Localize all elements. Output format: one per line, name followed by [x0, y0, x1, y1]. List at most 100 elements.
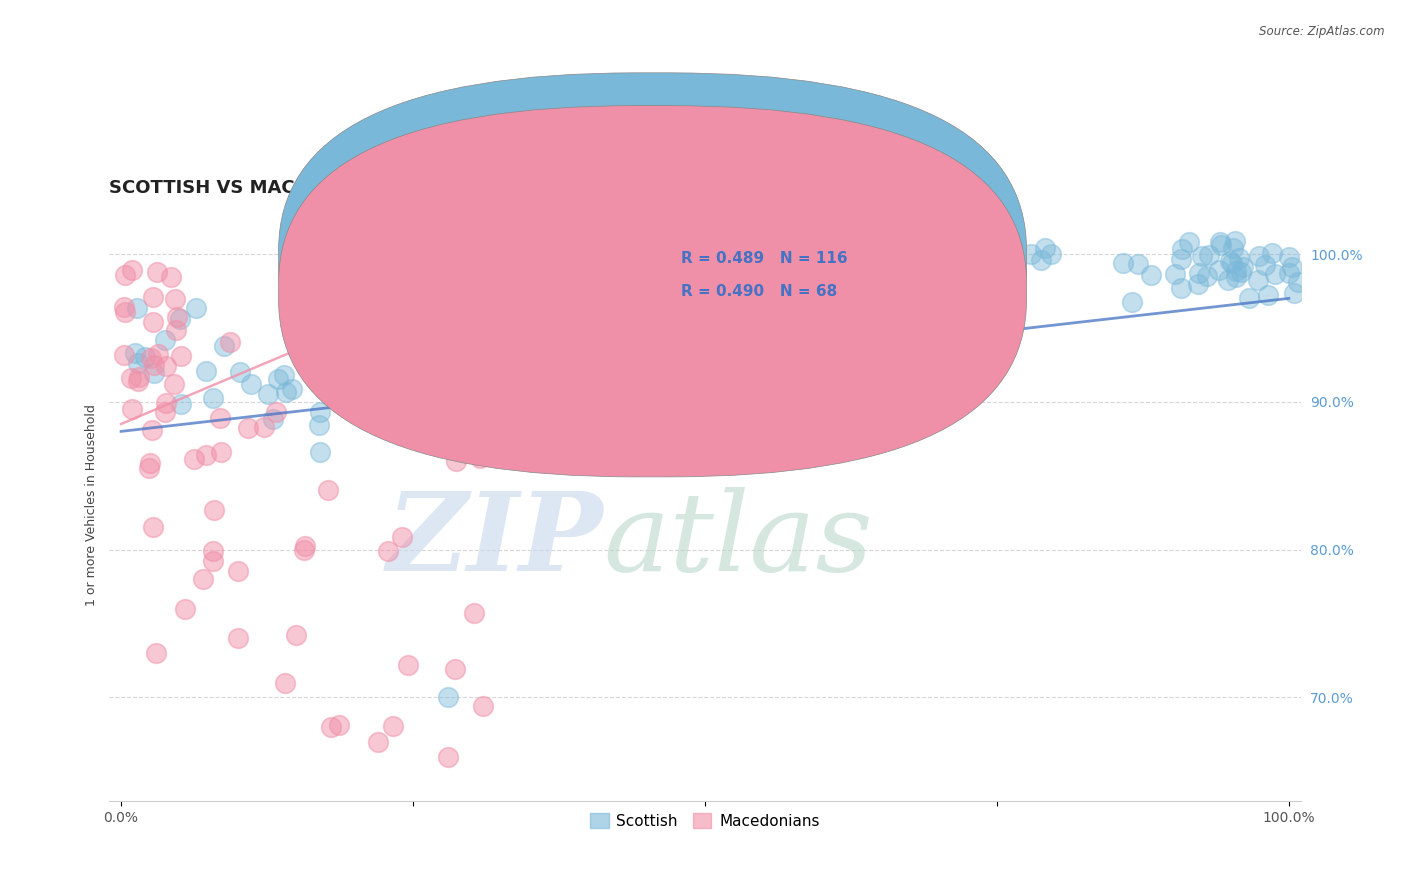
Point — [988, 285, 1011, 300]
Point — [209, 411, 232, 425]
Point — [319, 376, 342, 391]
Point — [942, 236, 965, 251]
Point — [1170, 281, 1192, 295]
Point — [792, 405, 814, 419]
Text: SCOTTISH VS MACEDONIAN 1 OR MORE VEHICLES IN HOUSEHOLD CORRELATION CHART: SCOTTISH VS MACEDONIAN 1 OR MORE VEHICLE… — [110, 179, 994, 197]
Point — [281, 382, 304, 396]
Point — [1218, 273, 1240, 287]
Point — [1188, 266, 1211, 280]
Point — [444, 454, 467, 468]
Point — [1195, 269, 1218, 284]
Point — [1029, 253, 1052, 268]
Point — [855, 405, 877, 419]
Point — [127, 374, 149, 388]
Point — [201, 543, 224, 558]
Point — [1000, 303, 1022, 318]
Point — [212, 339, 235, 353]
Point — [443, 307, 465, 321]
Point — [1225, 264, 1247, 278]
Point — [437, 334, 460, 349]
Point — [328, 718, 350, 732]
Point — [519, 425, 541, 439]
Text: atlas: atlas — [603, 487, 873, 594]
Point — [391, 530, 413, 544]
Point — [990, 249, 1012, 263]
Point — [1112, 256, 1135, 270]
Point — [273, 368, 295, 382]
Point — [377, 544, 399, 558]
Point — [1021, 247, 1043, 261]
Y-axis label: 1 or more Vehicles in Household: 1 or more Vehicles in Household — [86, 404, 98, 607]
Point — [264, 405, 287, 419]
Point — [153, 333, 176, 347]
Point — [170, 397, 193, 411]
Point — [1232, 260, 1254, 275]
Point — [308, 418, 330, 433]
Point — [1282, 285, 1305, 300]
Point — [696, 334, 718, 349]
Point — [238, 420, 260, 434]
Point — [142, 366, 165, 380]
Point — [228, 365, 250, 379]
Point — [183, 451, 205, 466]
Point — [1121, 295, 1143, 310]
Point — [671, 425, 693, 439]
Point — [284, 322, 307, 336]
Point — [1171, 242, 1194, 256]
Point — [1237, 291, 1260, 305]
Point — [1033, 241, 1056, 255]
Point — [1264, 267, 1286, 281]
Point — [226, 565, 249, 579]
Point — [142, 315, 165, 329]
Point — [1230, 264, 1253, 278]
Point — [600, 394, 623, 409]
Point — [842, 390, 865, 404]
Point — [1170, 252, 1192, 267]
Point — [321, 720, 343, 734]
Point — [941, 272, 963, 286]
Point — [138, 460, 160, 475]
Point — [257, 387, 280, 401]
FancyBboxPatch shape — [278, 73, 1026, 444]
FancyBboxPatch shape — [610, 221, 931, 322]
Point — [471, 699, 494, 714]
Point — [145, 646, 167, 660]
Point — [202, 502, 225, 516]
Point — [1249, 249, 1271, 263]
Point — [274, 385, 297, 400]
Point — [125, 301, 148, 315]
Point — [141, 423, 163, 437]
Point — [146, 265, 169, 279]
Point — [752, 454, 775, 468]
Point — [239, 376, 262, 391]
Point — [1209, 235, 1232, 250]
Point — [1223, 235, 1246, 249]
Point — [309, 444, 332, 458]
Point — [194, 449, 217, 463]
Point — [437, 439, 460, 453]
Point — [1191, 249, 1213, 263]
Point — [880, 326, 903, 341]
Point — [463, 606, 485, 620]
Point — [209, 445, 232, 459]
Point — [169, 311, 191, 326]
Point — [267, 372, 290, 386]
Point — [437, 690, 460, 705]
Point — [184, 301, 207, 315]
Point — [121, 402, 143, 417]
FancyBboxPatch shape — [278, 105, 1026, 477]
Point — [1140, 268, 1163, 282]
Point — [367, 409, 389, 424]
Point — [112, 348, 135, 362]
Point — [724, 285, 747, 300]
Point — [127, 356, 149, 370]
Point — [253, 420, 276, 434]
Point — [533, 315, 555, 329]
Point — [1220, 256, 1243, 270]
Point — [262, 412, 284, 426]
Point — [468, 450, 491, 465]
Point — [128, 370, 150, 384]
Point — [546, 434, 568, 448]
Point — [1254, 258, 1277, 272]
Point — [1219, 253, 1241, 268]
